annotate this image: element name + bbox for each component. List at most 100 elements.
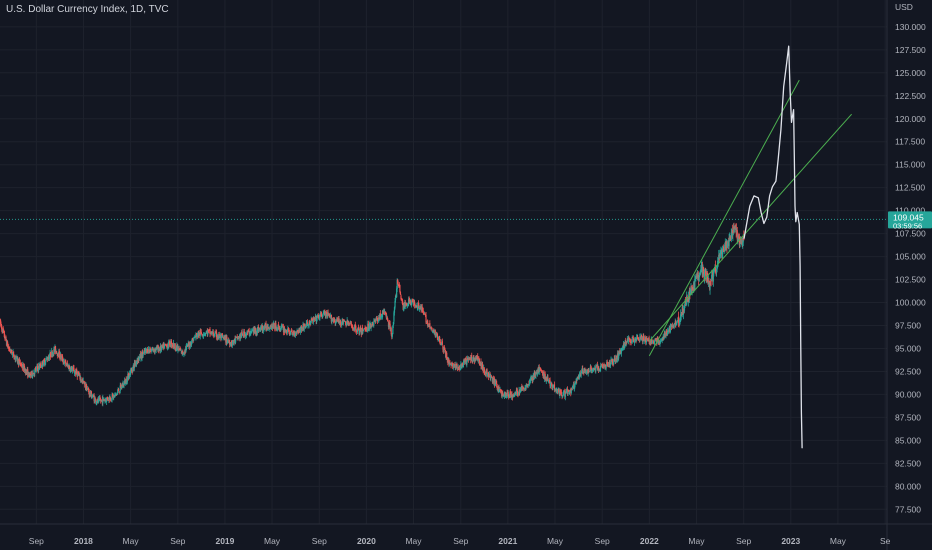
candle-body <box>320 312 322 314</box>
candle-body <box>248 330 250 335</box>
candle-body <box>110 400 112 402</box>
candle-body <box>0 323 2 326</box>
candle-body <box>617 352 619 358</box>
candle-body <box>411 299 413 304</box>
candle-body <box>42 360 45 366</box>
candle-body <box>296 330 298 334</box>
candle-body <box>40 365 42 367</box>
candle-body <box>464 359 466 363</box>
candle-body <box>466 357 468 361</box>
candle-body <box>200 330 202 333</box>
candle-body <box>715 272 717 274</box>
candle-body <box>480 361 482 367</box>
candle-body <box>95 398 97 403</box>
candle-body <box>151 349 153 351</box>
candle-body <box>505 395 507 397</box>
x-tick-label: Se <box>880 536 891 546</box>
candle-body <box>163 345 165 349</box>
candle-body <box>166 345 169 349</box>
candle-body <box>386 317 389 320</box>
candle-body <box>652 341 654 343</box>
candle-body <box>40 366 42 368</box>
candle-body <box>392 325 394 335</box>
candle-body <box>255 328 257 333</box>
candle-body <box>232 340 235 343</box>
candle-body <box>624 344 626 348</box>
candle-body <box>389 323 391 331</box>
candle-body <box>641 337 643 339</box>
candle-body <box>717 260 719 267</box>
candle-body <box>55 351 58 354</box>
candle-body <box>600 365 602 369</box>
candle-body <box>704 270 706 280</box>
candle-body <box>415 306 417 308</box>
candle-body <box>563 390 565 392</box>
candle-body <box>702 268 704 276</box>
candle-body <box>698 275 700 282</box>
candle-body <box>10 349 13 353</box>
candle-body <box>191 338 193 344</box>
candle-body <box>366 329 368 331</box>
candle-body <box>516 390 518 392</box>
candle-body <box>615 355 618 361</box>
candle-body <box>731 229 733 235</box>
candle-body <box>221 334 224 338</box>
candle-body <box>47 359 49 361</box>
candle-body <box>79 374 81 380</box>
candle-body <box>118 389 120 392</box>
candle-body <box>462 365 464 367</box>
candle-body <box>702 267 705 272</box>
candle-body <box>555 389 557 392</box>
candle-body <box>119 391 121 393</box>
candle-body <box>588 370 590 372</box>
candle-body <box>710 281 712 283</box>
candle-body <box>369 323 371 325</box>
candle-body <box>519 389 521 393</box>
candle-body <box>587 371 589 374</box>
candle-body <box>451 363 453 367</box>
candle-body <box>319 313 321 318</box>
candle-body <box>609 362 611 366</box>
candle-body <box>614 358 616 361</box>
candle-body <box>494 382 496 385</box>
candle-body <box>503 393 505 397</box>
candle-body <box>558 389 560 393</box>
candle-body <box>508 397 510 399</box>
candle-body <box>597 366 600 371</box>
candle-body <box>484 371 486 374</box>
candle-body <box>726 243 729 248</box>
candle-body <box>699 273 701 275</box>
candle-body <box>502 395 504 397</box>
candle-body <box>670 324 673 327</box>
candle-body <box>529 379 531 382</box>
candle-body <box>525 384 527 389</box>
candle-body <box>34 369 36 374</box>
candle-body <box>436 333 439 340</box>
candle-body <box>724 244 726 251</box>
candle-body <box>434 330 436 337</box>
candle-body <box>71 369 73 372</box>
candle-body <box>606 361 608 364</box>
candle-body <box>129 373 131 376</box>
candle-body <box>590 368 593 372</box>
y-tick-label: 82.500 <box>895 458 921 468</box>
candle-body <box>179 349 181 351</box>
candle-body <box>99 398 101 401</box>
candle-body <box>183 353 185 354</box>
candle-body <box>496 383 498 388</box>
candle-body <box>42 365 44 368</box>
candle-body <box>35 368 38 371</box>
y-tick-label: 100.000 <box>895 298 926 308</box>
candle-body <box>378 317 380 322</box>
candle-body <box>585 371 588 373</box>
candle-body <box>46 358 48 359</box>
candle-body <box>220 334 223 339</box>
countdown-label: 03:59:56 <box>893 221 922 230</box>
candle-body <box>195 333 198 335</box>
candle-body <box>129 370 132 375</box>
x-tick-label: Sep <box>312 536 327 546</box>
candle-body <box>58 350 60 358</box>
candle-body <box>149 349 151 352</box>
candle-body <box>386 316 388 318</box>
